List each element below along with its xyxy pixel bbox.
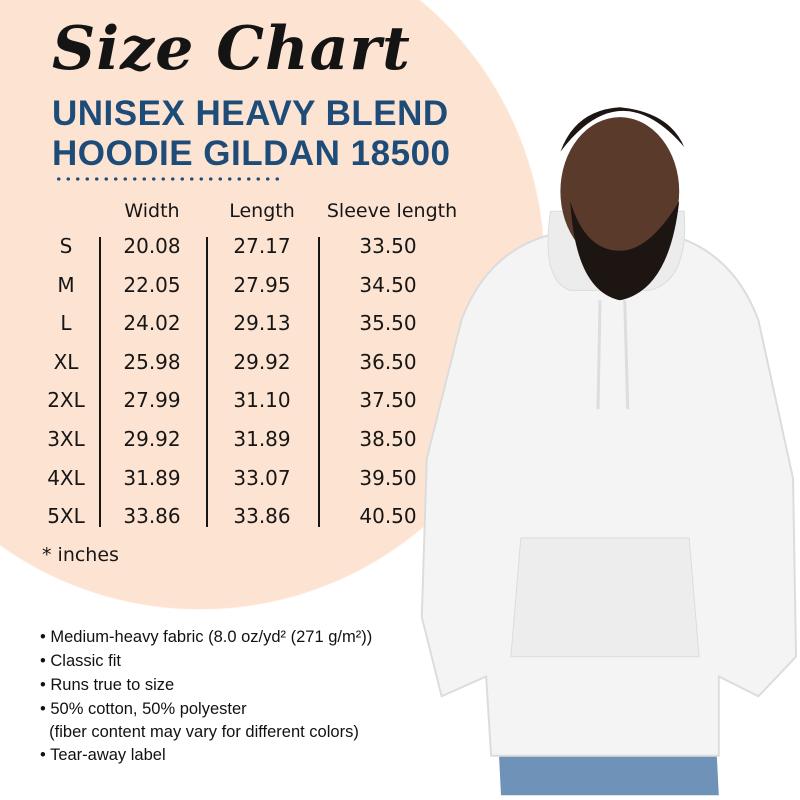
cell-size: 4XL xyxy=(47,465,85,490)
cell-sleeve: 38.50 xyxy=(359,427,417,451)
cell-sleeve: 37.50 xyxy=(359,388,417,413)
cell-length: 33.07 xyxy=(233,465,291,490)
cell-width: 25.98 xyxy=(123,349,181,374)
cell-length: 27.95 xyxy=(233,272,291,297)
cell-size: XL xyxy=(53,349,79,374)
feature-item: • Runs true to size xyxy=(40,676,175,694)
dotted-divider xyxy=(54,176,282,182)
unit-note: * inches xyxy=(42,544,119,566)
cell-width: 27.99 xyxy=(123,388,181,413)
cell-size: L xyxy=(60,311,72,336)
cell-size: 5XL xyxy=(47,504,85,529)
cell-width: 20.08 xyxy=(123,234,181,258)
cell-length: 27.17 xyxy=(233,234,291,258)
column-header-width: Width xyxy=(124,200,180,222)
model-photo xyxy=(420,107,798,796)
column-separator xyxy=(99,237,101,527)
product-name-line1: UNISEX HEAVY BLEND xyxy=(52,94,449,133)
cell-size: 2XL xyxy=(47,388,85,413)
feature-item: • Tear-away label xyxy=(40,746,166,764)
cell-width: 24.02 xyxy=(123,311,181,336)
page-title: Size Chart xyxy=(52,14,411,84)
cell-size: 3XL xyxy=(47,427,85,451)
feature-item: • Classic fit xyxy=(40,652,121,670)
cell-size: S xyxy=(59,234,73,258)
cell-width: 29.92 xyxy=(123,427,181,451)
column-header-sleeve: Sleeve length xyxy=(326,200,458,222)
cell-sleeve: 40.50 xyxy=(359,504,417,529)
feature-item: (fiber content may vary for different co… xyxy=(40,723,359,741)
cell-width: 33.86 xyxy=(123,504,181,529)
cell-length: 29.92 xyxy=(233,349,291,374)
cell-sleeve: 33.50 xyxy=(359,234,417,258)
product-name-line2: HOODIE GILDAN 18500 xyxy=(52,134,451,173)
cell-length: 31.89 xyxy=(233,427,291,451)
cell-sleeve: 34.50 xyxy=(359,272,417,297)
cell-sleeve: 35.50 xyxy=(359,311,417,336)
feature-item: • Medium-heavy fabric (8.0 oz/yd² (271 g… xyxy=(40,628,373,646)
column-separator xyxy=(206,237,208,527)
cell-width: 22.05 xyxy=(123,272,181,297)
cell-width: 31.89 xyxy=(123,465,181,490)
feature-item: • 50% cotton, 50% polyester xyxy=(40,700,247,718)
cell-length: 29.13 xyxy=(233,311,291,336)
cell-length: 31.10 xyxy=(233,388,291,413)
cell-size: M xyxy=(57,272,75,297)
column-header-length: Length xyxy=(229,200,295,222)
column-separator xyxy=(318,237,320,527)
cell-sleeve: 36.50 xyxy=(359,349,417,374)
cell-length: 33.86 xyxy=(233,504,291,529)
cell-sleeve: 39.50 xyxy=(359,465,417,490)
